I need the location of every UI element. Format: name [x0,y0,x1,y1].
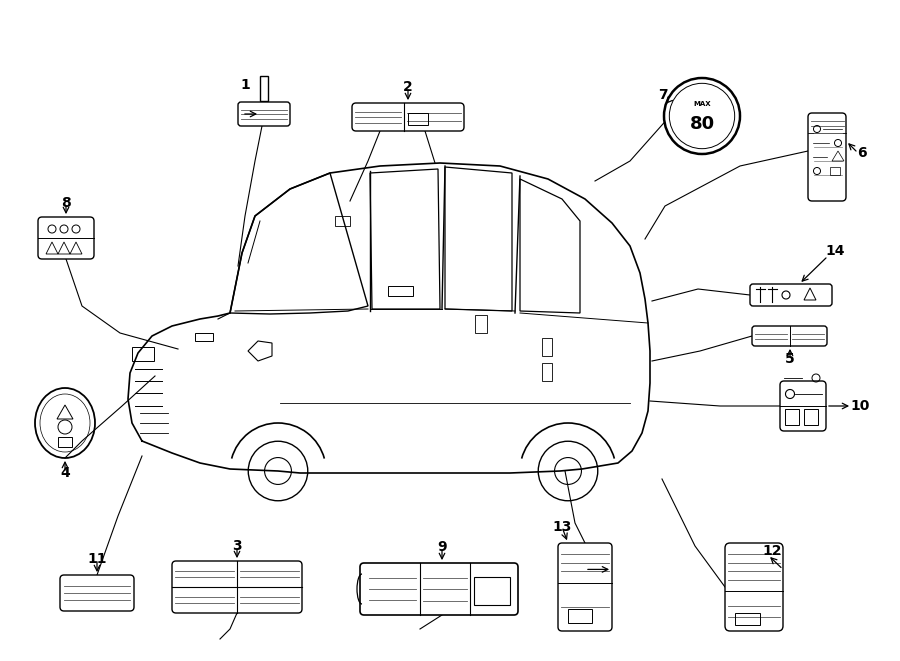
Bar [542,363,552,381]
Bar [132,347,154,361]
Bar [735,613,760,625]
Bar [58,437,72,447]
FancyBboxPatch shape [172,561,302,613]
Text: 80: 80 [689,115,715,133]
Text: 10: 10 [850,399,869,413]
FancyBboxPatch shape [352,103,464,131]
Bar [335,216,350,226]
Polygon shape [248,341,272,361]
Bar [830,167,840,175]
FancyBboxPatch shape [360,563,518,615]
Text: 2: 2 [403,80,413,94]
FancyBboxPatch shape [750,284,832,306]
Bar [542,338,552,356]
FancyBboxPatch shape [558,543,612,631]
FancyBboxPatch shape [808,113,846,201]
FancyBboxPatch shape [38,217,94,259]
FancyBboxPatch shape [752,326,827,346]
Bar [195,333,213,341]
Text: 9: 9 [437,540,446,554]
Text: 8: 8 [61,196,71,210]
Bar [259,76,267,101]
Text: 11: 11 [87,552,107,566]
FancyBboxPatch shape [725,543,783,631]
Bar [388,286,413,296]
Text: 3: 3 [232,539,242,553]
Text: 1: 1 [240,78,250,92]
Bar [408,113,428,125]
FancyBboxPatch shape [60,575,134,611]
Bar [474,577,510,605]
Text: 5: 5 [785,352,795,366]
FancyBboxPatch shape [238,102,290,126]
Text: MAX: MAX [693,101,711,107]
FancyBboxPatch shape [780,381,826,431]
Bar [475,315,487,333]
Text: 13: 13 [553,520,572,534]
Bar [568,609,592,623]
Text: 7: 7 [659,88,668,102]
Text: 14: 14 [825,244,845,258]
Circle shape [664,78,740,154]
Text: 12: 12 [762,544,782,558]
Bar [804,409,818,425]
Text: 4: 4 [60,466,70,480]
Text: 6: 6 [857,146,867,160]
Bar [785,409,799,425]
